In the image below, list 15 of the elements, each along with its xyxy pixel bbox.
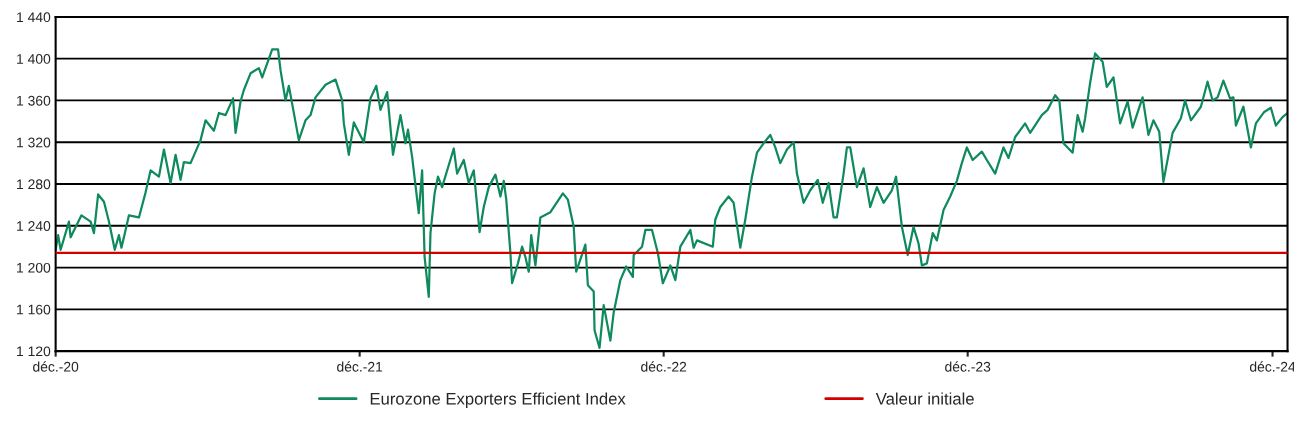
- x-tick-label: déc.-22: [641, 361, 687, 372]
- y-tick-label: 1 160: [17, 304, 51, 315]
- y-tick-label: 1 120: [17, 346, 51, 357]
- y-tick-label: 1 360: [17, 95, 51, 106]
- y-tick-label: 1 320: [17, 137, 51, 148]
- y-tick-label: 1 280: [17, 179, 51, 190]
- legend-label: Eurozone Exporters Efficient Index: [370, 392, 626, 408]
- x-tick-label: déc.-21: [337, 361, 383, 372]
- y-tick-label: 1 400: [17, 54, 51, 64]
- legend-label: Valeur initiale: [875, 392, 974, 405]
- x-tick-label: déc.-20: [33, 361, 79, 372]
- y-tick-label: 1 200: [17, 262, 51, 273]
- y-tick-label: 1 440: [17, 12, 51, 23]
- y-tick-label: 1 240: [17, 221, 51, 231]
- x-tick-label: déc.-23: [945, 361, 991, 372]
